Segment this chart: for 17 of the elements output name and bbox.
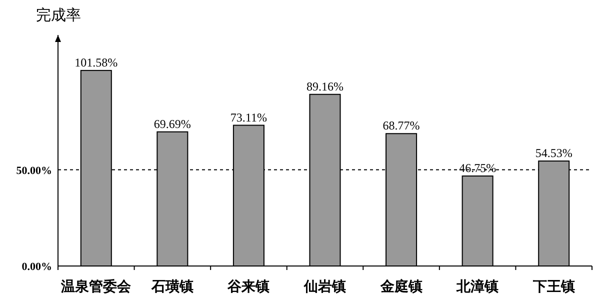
y-tick-label: 0.00% [22,261,52,273]
x-tick-label: 石璜镇 [150,278,194,294]
y-tick-label: 50.00% [16,164,52,177]
y-axis-title: 完成率 [36,7,81,24]
data-label: 89.16% [306,79,344,94]
data-label: 101.58% [74,55,118,70]
x-tick-label: 温泉管委会 [60,278,132,294]
x-tick-label: 谷来镇 [226,278,270,294]
x-tick-label: 仙岩镇 [303,278,346,294]
data-label: 73.11% [230,110,267,124]
x-tick-label: 下王镇 [532,278,575,294]
data-label: 46.75% [459,161,496,176]
x-tick-label: 北漳镇 [456,278,499,294]
data-label: 69.69% [154,116,191,131]
data-label: 68.77% [382,118,420,133]
x-tick-label: 金庭镇 [379,278,422,294]
data-label: 54.53% [535,146,572,160]
